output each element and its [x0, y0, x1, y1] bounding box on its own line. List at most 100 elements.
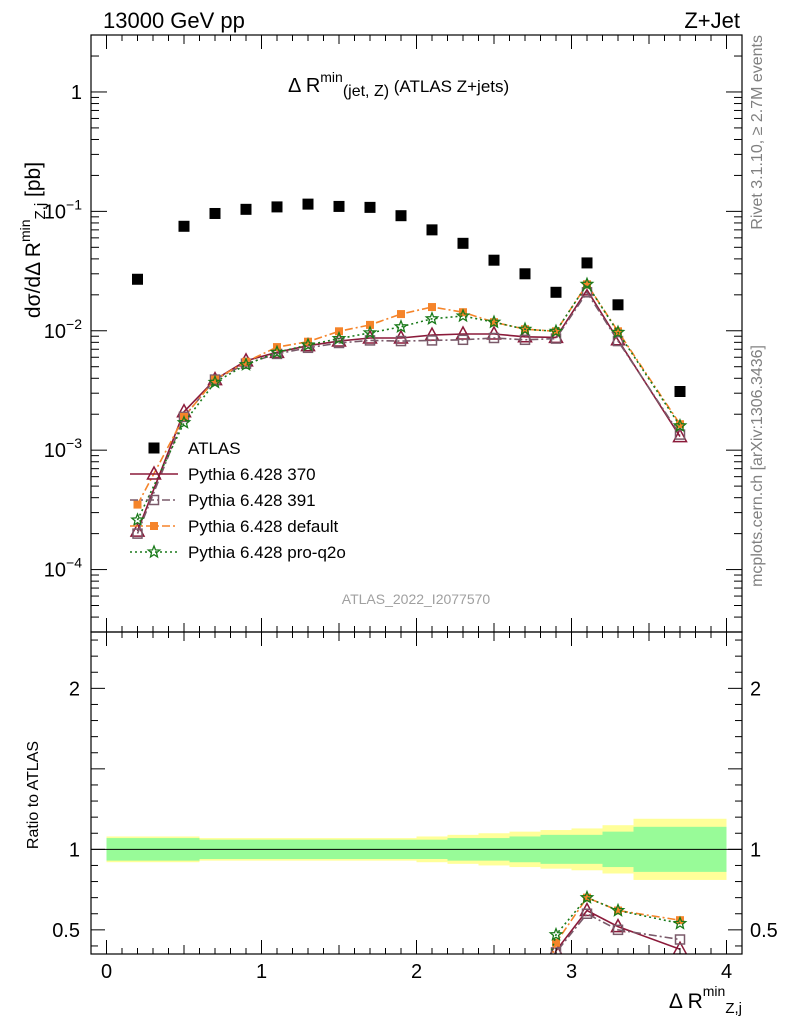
ratio-series [548, 889, 688, 954]
series-4 [130, 276, 688, 527]
ratio-tick-label-right: 1 [750, 839, 761, 861]
data-point [519, 334, 531, 346]
ratio-tick-label-right: 0.5 [750, 920, 778, 942]
legend-marker [148, 442, 160, 454]
data-point [271, 201, 283, 213]
x-tick-label: 1 [256, 961, 267, 983]
ratio-point [672, 915, 688, 930]
data-point [178, 220, 190, 232]
data-point [676, 420, 684, 429]
legend-label: Pythia 6.428 pro-q2o [188, 543, 346, 562]
ratio-axis-label: Ratio to ATLAS [25, 741, 42, 849]
data-point [674, 429, 686, 440]
data-point [426, 224, 438, 236]
ratio-point [672, 940, 688, 954]
axis-ticks [90, 34, 743, 954]
data-point [209, 207, 221, 219]
ratio-line [554, 909, 681, 954]
data-point [488, 254, 500, 266]
data-point [302, 198, 314, 210]
legend-marker [146, 544, 162, 559]
main-panel-series [129, 198, 688, 539]
y-tick-label: 1 [71, 82, 82, 104]
data-point [393, 318, 409, 334]
series-0 [132, 198, 686, 397]
x-tick-label: 3 [566, 961, 577, 983]
data-point [614, 327, 622, 336]
data-point [486, 314, 502, 329]
data-point [242, 357, 250, 366]
data-point [612, 299, 624, 311]
series-line [136, 282, 681, 521]
data-point [426, 335, 438, 346]
data-point [517, 321, 533, 336]
data-point [132, 528, 143, 539]
ratio-point [579, 889, 595, 904]
ratio-point [552, 938, 560, 947]
data-point [211, 375, 219, 384]
legend-label: Pythia 6.428 370 [188, 465, 316, 484]
data-point [130, 512, 145, 527]
process-label: Z+Jet [684, 8, 740, 33]
data-point [612, 335, 624, 347]
data-point [674, 385, 686, 397]
data-point [240, 203, 252, 215]
legend-entry: Pythia 6.428 default [130, 517, 339, 536]
data-point [395, 335, 407, 347]
ratio-point [610, 902, 626, 917]
data-point [132, 273, 143, 285]
data-point [455, 325, 471, 340]
data-point [457, 237, 469, 249]
data-point [490, 318, 498, 327]
legend-entry: ATLAS [148, 439, 241, 458]
ratio-point [674, 934, 686, 945]
mcplots-label: mcplots.cern.ch [arXiv:1306.3436] [749, 345, 766, 587]
legend-marker [148, 494, 160, 506]
data-point [672, 427, 688, 443]
data-point [550, 286, 562, 298]
legend-marker [146, 465, 162, 480]
data-point [238, 356, 254, 371]
data-point [395, 210, 407, 222]
ratio-tick-label-right: 2 [750, 678, 761, 700]
ratio-panel-frame [90, 631, 743, 955]
rivet-label: Rivet 3.1.10, ≥ 2.7M events [749, 35, 766, 230]
data-point [581, 257, 593, 269]
legend-label: ATLAS [188, 439, 241, 458]
analysis-label: ATLAS_2022_I2077570 [342, 591, 491, 607]
x-axis-label: Δ RminZ,j [669, 983, 742, 1017]
data-point [269, 344, 285, 359]
y-tick-label: 10−1 [44, 196, 82, 223]
legend: ATLAS Pythia 6.428 370 Pythia 6.428 391 Pyt… [130, 439, 346, 562]
y-axis-label: dσ/dΔ RminZ,j [pb] [17, 162, 49, 318]
y-tick-label: 10−4 [44, 555, 82, 582]
legend-entry: Pythia 6.428 pro-q2o [130, 543, 346, 562]
legend-label: Pythia 6.428 default [188, 517, 339, 536]
ratio-tick-label-left: 2 [69, 678, 80, 700]
plot-title: Δ Rmin(jet, Z) (ATLAS Z+jets) [288, 69, 509, 100]
data-point [333, 200, 345, 212]
ratio-point [581, 908, 593, 919]
data-point [610, 324, 626, 339]
ratio-point [548, 926, 564, 941]
data-point [552, 327, 560, 336]
data-point [455, 308, 471, 323]
ratio-tick-label-left: 1 [69, 839, 80, 861]
data-point [519, 268, 531, 280]
data-point [579, 276, 595, 291]
data-point [428, 303, 436, 312]
data-point [300, 337, 316, 352]
x-tick-label: 0 [101, 961, 112, 983]
data-point [176, 414, 192, 429]
ratio-tick-label-left: 0.5 [52, 920, 80, 942]
data-point [397, 310, 405, 319]
ratio-line [554, 912, 681, 954]
ratio-panel-series [548, 889, 688, 954]
ratio-series [550, 908, 686, 954]
data-point [583, 280, 591, 289]
legend-entry: Pythia 6.428 370 [130, 465, 316, 484]
data-point [331, 330, 347, 345]
data-point [129, 522, 146, 537]
energy-label: 13000 GeV pp [103, 8, 245, 33]
series-line [136, 290, 681, 534]
